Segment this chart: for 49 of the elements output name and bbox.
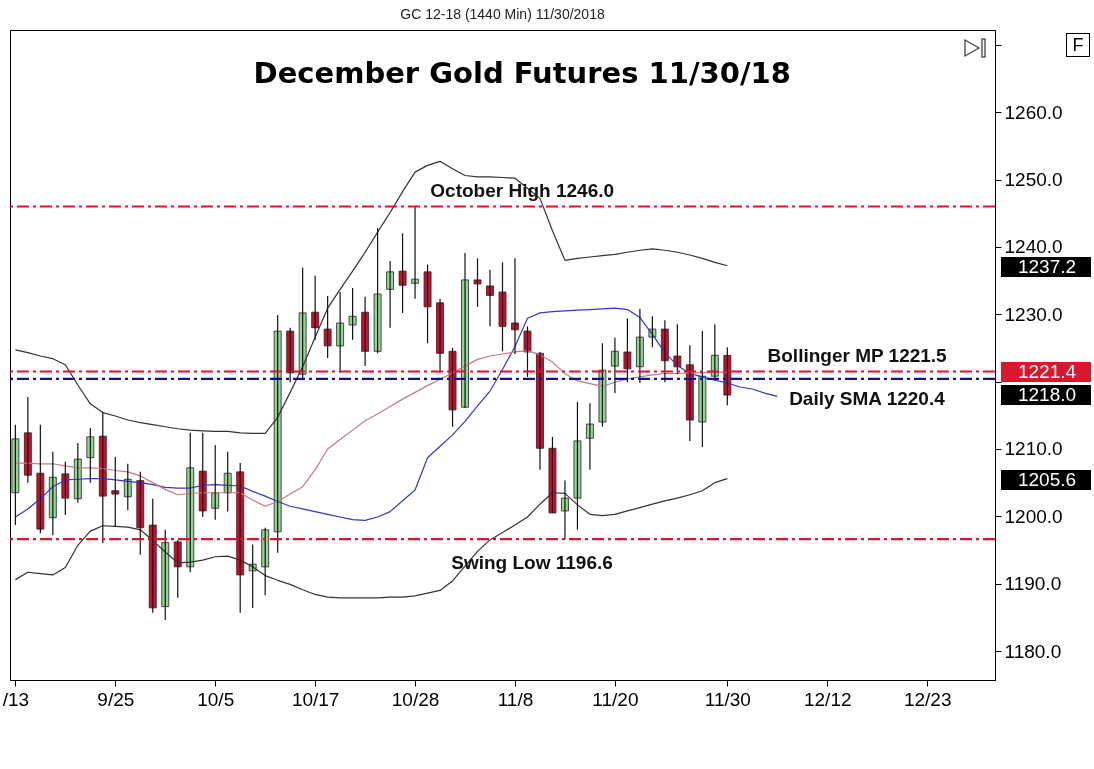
text: December Gold Futures 11/30/18 (253, 56, 791, 90)
candlestick (673, 323, 682, 375)
candlestick (248, 544, 257, 609)
y-tick-label: 1190.0 (1004, 573, 1062, 595)
candlestick (523, 325, 532, 378)
text: 1221.4 (1017, 361, 1077, 382)
candlestick (598, 342, 607, 428)
y-tick-label: 1250.0 (1004, 169, 1063, 191)
candlestick (423, 263, 432, 344)
x-tick-label: 12/12 (803, 688, 852, 710)
line-series (14, 478, 728, 599)
y-tick-label: 1210.0 (1004, 438, 1063, 460)
x-tick-label: 11/8 (497, 688, 534, 710)
x-tick-label: 11/30 (704, 688, 751, 710)
candlestick (498, 261, 507, 352)
candlestick (323, 295, 332, 359)
y-tick-label: 1180.0 (1004, 640, 1062, 662)
y-tick-label: 1240.0 (1004, 236, 1063, 258)
candlestick (448, 347, 457, 428)
text: 1205.6 (1017, 469, 1077, 490)
toolbar-button: F (1066, 33, 1090, 57)
y-tick-label: 1200.0 (1004, 505, 1063, 527)
text: 1218.0 (1017, 384, 1077, 405)
candlestick (86, 427, 95, 484)
x-tick-label: /13 (2, 688, 30, 710)
line-series (14, 160, 728, 435)
x-tick-label: 9/25 (97, 688, 135, 710)
candlestick (548, 436, 557, 514)
x-tick-label: 10/17 (291, 688, 340, 710)
candlestick (573, 401, 582, 531)
x-tick-label: 10/5 (197, 688, 235, 710)
candlestick (111, 456, 120, 528)
text: 1237.2 (1017, 256, 1077, 277)
y-tick-label: 1230.0 (1004, 303, 1063, 325)
candlestick (11, 424, 20, 526)
y-tick-label: 1260.0 (1004, 101, 1063, 123)
ref-line-label: Bollinger MP 1221.5 (767, 344, 948, 366)
x-tick-label: 12/23 (903, 688, 952, 710)
candlestick (473, 257, 482, 308)
x-tick-label: 10/28 (391, 688, 440, 710)
candlestick (623, 317, 632, 383)
candlestick (36, 424, 45, 534)
candlestick (348, 287, 357, 341)
chart-subtitle: GC 12-18 (1440 Min) 11/30/2018 (400, 6, 605, 22)
x-tick-label: 11/20 (592, 688, 639, 710)
candlestick (398, 232, 407, 314)
candlestick (373, 227, 382, 354)
ref-line-label: Daily SMA 1220.4 (789, 387, 946, 409)
candlestick (648, 315, 657, 348)
